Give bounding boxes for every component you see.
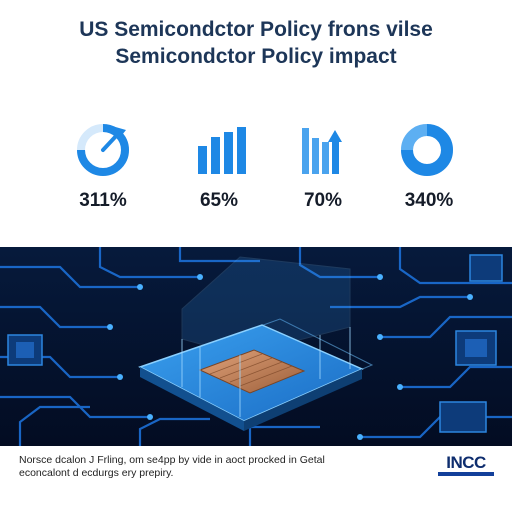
side-chip-top-right: [469, 254, 503, 282]
bar-chart-icon: [198, 127, 246, 174]
stat-3-value: 70%: [303, 190, 343, 211]
side-chip-right: [455, 330, 497, 366]
title-line-1: US Semicondctor Policy frons vilse: [79, 18, 433, 41]
circuit-board-illustration: [0, 247, 512, 446]
stat-2: 65%: [164, 118, 274, 218]
progress-ring-icon: [77, 124, 129, 176]
caption-line-1: Norsce dcalon J Frling, om se4pp by vide…: [19, 454, 325, 466]
stat-3: 70%: [268, 118, 378, 218]
stat-1-value: 311%: [79, 190, 127, 211]
caption-line-2: econcalont d ecdurgs ery prepiry.: [19, 467, 174, 479]
trace-pads: [107, 274, 473, 440]
circuit-traces: [0, 247, 512, 446]
stat-1: 311%: [48, 118, 158, 218]
side-chip-bottom-right: [439, 401, 487, 433]
bar-chart-arrow-up-icon: [302, 128, 342, 174]
side-chip-left: [7, 334, 43, 366]
stat-2-value: 65%: [199, 190, 239, 211]
footer: Norsce dcalon J Frling, om se4pp by vide…: [0, 446, 512, 512]
donut-chart-icon: [401, 124, 453, 176]
stat-4-value: 340%: [404, 190, 454, 211]
title-line-2: Semicondctor Policy impact: [115, 45, 397, 68]
brand-logo: INCC: [438, 454, 494, 476]
footer-caption: Norsce dcalon J Frling, om se4pp by vide…: [19, 454, 399, 480]
chip-die: [198, 349, 306, 394]
stat-4: 340%: [374, 118, 484, 218]
page-title: US Semicondctor Policy frons vilse Semic…: [0, 16, 512, 70]
processor-chip: [138, 256, 374, 431]
